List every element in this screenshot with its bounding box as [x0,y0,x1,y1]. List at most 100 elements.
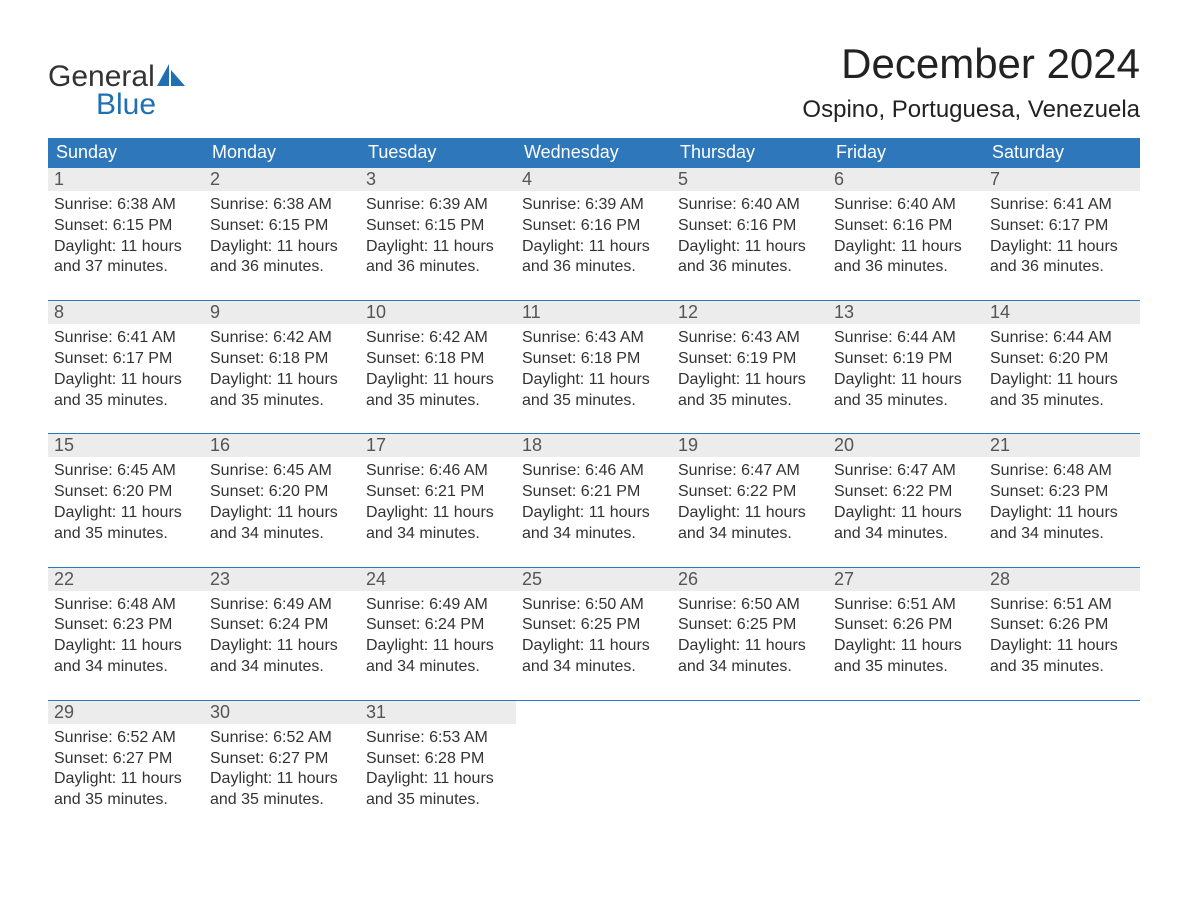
day-content-cell: Sunrise: 6:46 AMSunset: 6:21 PMDaylight:… [360,457,516,567]
day-content-cell: Sunrise: 6:39 AMSunset: 6:16 PMDaylight:… [516,191,672,301]
day-sunset: Sunset: 6:23 PM [990,482,1134,503]
day-content-cell: Sunrise: 6:39 AMSunset: 6:15 PMDaylight:… [360,191,516,301]
day-day2: and 35 minutes. [990,657,1134,678]
day-number: 20 [834,435,854,455]
day-content-cell: Sunrise: 6:38 AMSunset: 6:15 PMDaylight:… [48,191,204,301]
week-content-row: Sunrise: 6:45 AMSunset: 6:20 PMDaylight:… [48,457,1140,567]
day-sunrise: Sunrise: 6:52 AM [54,728,198,749]
day-content-cell: Sunrise: 6:49 AMSunset: 6:24 PMDaylight:… [360,591,516,701]
day-day2: and 35 minutes. [990,391,1134,412]
day-number-cell: 14 [984,301,1140,325]
day-sunset: Sunset: 6:17 PM [54,349,198,370]
day-number-cell: 23 [204,567,360,591]
day-content-cell: Sunrise: 6:41 AMSunset: 6:17 PMDaylight:… [48,324,204,434]
day-number-cell: 21 [984,434,1140,458]
day-day1: Daylight: 11 hours [834,636,978,657]
day-sunset: Sunset: 6:16 PM [522,216,666,237]
day-number-cell: 7 [984,168,1140,192]
day-sunset: Sunset: 6:18 PM [210,349,354,370]
day-sunset: Sunset: 6:15 PM [366,216,510,237]
day-content-cell: Sunrise: 6:40 AMSunset: 6:16 PMDaylight:… [828,191,984,301]
week-daynum-row: 293031 [48,700,1140,724]
day-sunset: Sunset: 6:15 PM [54,216,198,237]
day-number: 23 [210,569,230,589]
day-sunrise: Sunrise: 6:43 AM [678,328,822,349]
day-content-cell: Sunrise: 6:42 AMSunset: 6:18 PMDaylight:… [204,324,360,434]
day-day2: and 37 minutes. [54,257,198,278]
day-number-cell: 17 [360,434,516,458]
day-day1: Daylight: 11 hours [834,237,978,258]
day-day2: and 35 minutes. [54,391,198,412]
day-day2: and 36 minutes. [522,257,666,278]
day-sunset: Sunset: 6:21 PM [366,482,510,503]
day-content-cell [984,724,1140,833]
day-number-cell: 19 [672,434,828,458]
day-sunrise: Sunrise: 6:40 AM [678,195,822,216]
day-sunset: Sunset: 6:24 PM [210,615,354,636]
day-number-cell: 27 [828,567,984,591]
day-number-cell [828,700,984,724]
day-day1: Daylight: 11 hours [678,370,822,391]
day-day2: and 35 minutes. [54,790,198,811]
day-sunrise: Sunrise: 6:51 AM [990,595,1134,616]
day-day1: Daylight: 11 hours [834,370,978,391]
day-day1: Daylight: 11 hours [834,503,978,524]
day-content-cell: Sunrise: 6:46 AMSunset: 6:21 PMDaylight:… [516,457,672,567]
day-content-cell: Sunrise: 6:38 AMSunset: 6:15 PMDaylight:… [204,191,360,301]
day-content-cell: Sunrise: 6:43 AMSunset: 6:19 PMDaylight:… [672,324,828,434]
col-friday: Friday [828,138,984,168]
day-content-cell: Sunrise: 6:43 AMSunset: 6:18 PMDaylight:… [516,324,672,434]
day-content-cell: Sunrise: 6:47 AMSunset: 6:22 PMDaylight:… [672,457,828,567]
day-day2: and 35 minutes. [366,391,510,412]
day-content-cell: Sunrise: 6:52 AMSunset: 6:27 PMDaylight:… [204,724,360,833]
day-sunset: Sunset: 6:20 PM [210,482,354,503]
day-day1: Daylight: 11 hours [522,370,666,391]
week-daynum-row: 15161718192021 [48,434,1140,458]
day-number: 4 [522,169,532,189]
day-day1: Daylight: 11 hours [54,237,198,258]
day-number: 8 [54,302,64,322]
day-sunset: Sunset: 6:26 PM [834,615,978,636]
day-sunrise: Sunrise: 6:49 AM [210,595,354,616]
day-day1: Daylight: 11 hours [54,769,198,790]
day-sunrise: Sunrise: 6:44 AM [990,328,1134,349]
day-day1: Daylight: 11 hours [678,503,822,524]
day-day2: and 34 minutes. [678,657,822,678]
day-sunrise: Sunrise: 6:47 AM [834,461,978,482]
day-sunset: Sunset: 6:16 PM [678,216,822,237]
day-day1: Daylight: 11 hours [990,503,1134,524]
day-sunrise: Sunrise: 6:44 AM [834,328,978,349]
day-number-cell: 30 [204,700,360,724]
day-sunrise: Sunrise: 6:38 AM [210,195,354,216]
day-number-cell: 5 [672,168,828,192]
day-number: 12 [678,302,698,322]
day-day2: and 36 minutes. [210,257,354,278]
col-saturday: Saturday [984,138,1140,168]
sail-icon [157,64,187,91]
day-sunset: Sunset: 6:16 PM [834,216,978,237]
day-number: 19 [678,435,698,455]
day-content-cell: Sunrise: 6:52 AMSunset: 6:27 PMDaylight:… [48,724,204,833]
day-sunrise: Sunrise: 6:46 AM [366,461,510,482]
day-sunset: Sunset: 6:25 PM [522,615,666,636]
day-content-cell: Sunrise: 6:45 AMSunset: 6:20 PMDaylight:… [204,457,360,567]
day-content-cell: Sunrise: 6:51 AMSunset: 6:26 PMDaylight:… [828,591,984,701]
day-content-cell [828,724,984,833]
day-number: 6 [834,169,844,189]
day-sunset: Sunset: 6:22 PM [834,482,978,503]
day-day2: and 36 minutes. [834,257,978,278]
day-sunset: Sunset: 6:15 PM [210,216,354,237]
day-number: 22 [54,569,74,589]
day-number: 16 [210,435,230,455]
day-number: 29 [54,702,74,722]
day-sunset: Sunset: 6:25 PM [678,615,822,636]
day-content-cell: Sunrise: 6:45 AMSunset: 6:20 PMDaylight:… [48,457,204,567]
day-number-cell: 26 [672,567,828,591]
day-number-cell: 10 [360,301,516,325]
day-number: 5 [678,169,688,189]
day-day2: and 36 minutes. [990,257,1134,278]
day-day2: and 35 minutes. [834,657,978,678]
col-monday: Monday [204,138,360,168]
day-sunrise: Sunrise: 6:41 AM [54,328,198,349]
day-number: 15 [54,435,74,455]
